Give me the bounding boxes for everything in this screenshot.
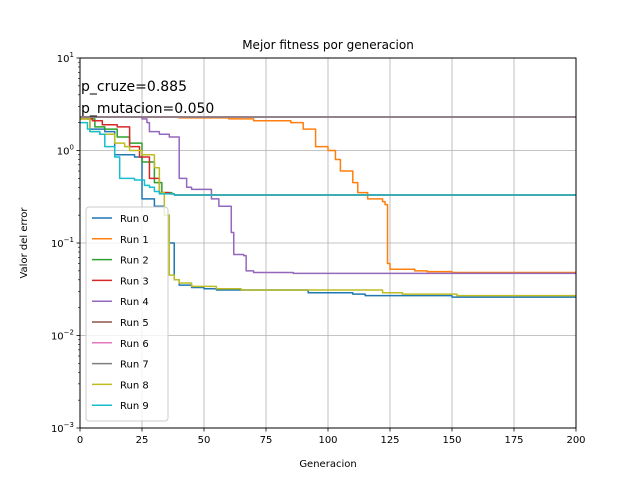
legend-label: Run 2 xyxy=(120,256,149,267)
y-tick-label: 100 xyxy=(57,144,74,158)
annotation-p-mutacion: p_mutacion=0.050 xyxy=(81,101,214,117)
x-tick-label: 25 xyxy=(136,435,149,446)
legend-box xyxy=(85,206,169,422)
x-tick-label: 175 xyxy=(504,435,523,446)
legend-label: Run 0 xyxy=(120,214,149,225)
series-line-run-8 xyxy=(80,118,576,298)
y-tick-label: 10−3 xyxy=(51,421,74,435)
x-tick-label: 125 xyxy=(380,435,399,446)
legend-label: Run 1 xyxy=(120,235,149,246)
y-tick-label: 101 xyxy=(57,51,74,65)
x-tick-label: 200 xyxy=(566,435,585,446)
x-tick-label: 50 xyxy=(198,435,211,446)
legend-label: Run 9 xyxy=(120,401,149,412)
legend: Run 0 Run 1 Run 2 Run 3 Run 4 Run 5 Run 6 Run 7… xyxy=(85,206,169,422)
legend-label: Run 3 xyxy=(120,276,149,287)
series-line-run-4 xyxy=(80,116,576,275)
legend-label: Run 7 xyxy=(120,360,149,371)
legend-label: Run 6 xyxy=(120,339,149,350)
series-lines xyxy=(80,116,576,298)
grid-lines xyxy=(79,57,577,429)
y-tick-label: 10−2 xyxy=(51,329,74,343)
annotation-p-cruze: p_cruze=0.885 xyxy=(81,79,187,95)
axis-ticks: 0 25 50 75 100 125 150 175 200 10−3 10−2 10−1 100 101 xyxy=(51,51,586,446)
chart-title: Mejor fitness por generacion xyxy=(242,38,414,52)
x-tick-label: 100 xyxy=(318,435,337,446)
x-tick-label: 150 xyxy=(442,435,461,446)
series-line-run-1 xyxy=(80,116,576,274)
legend-label: Run 4 xyxy=(120,297,149,308)
series-line-run-0 xyxy=(80,116,576,298)
y-tick-label: 10−1 xyxy=(51,236,74,250)
x-tick-label: 0 xyxy=(77,435,83,446)
legend-label: Run 5 xyxy=(120,318,149,329)
series-line-run-9 xyxy=(80,121,576,196)
x-axis-label: Generacion xyxy=(299,459,356,470)
x-tick-label: 75 xyxy=(260,435,273,446)
legend-label: Run 8 xyxy=(120,380,149,391)
y-axis-label: Valor del error xyxy=(19,207,30,279)
